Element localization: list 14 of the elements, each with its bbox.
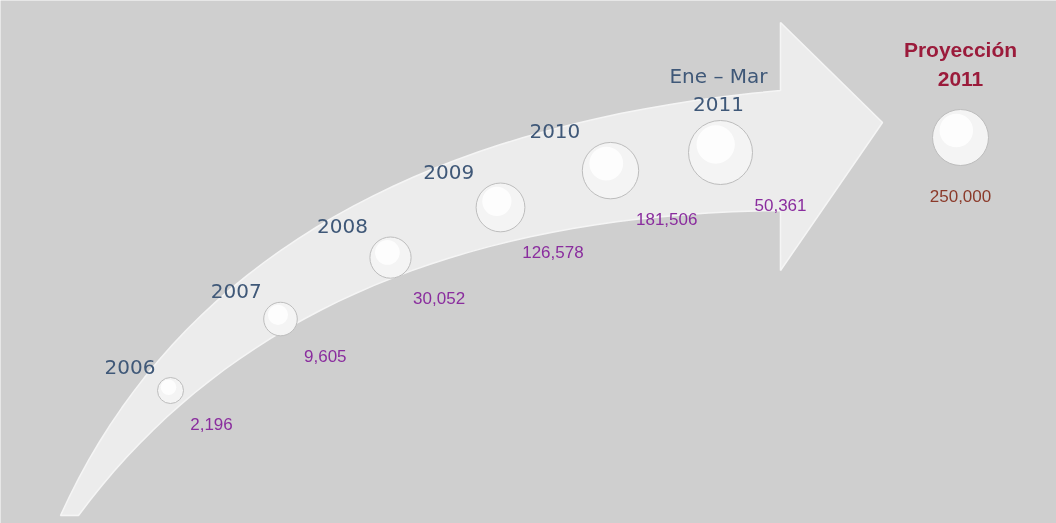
category-label: 2010: [529, 119, 581, 144]
data-label: 2,196: [190, 414, 233, 434]
category-label: 2008: [317, 214, 368, 238]
data-label: 50,361: [754, 195, 807, 215]
data-label: 9,605: [304, 346, 347, 366]
category-label: 2009: [423, 160, 475, 185]
category-label: Ene – Mar 2011: [669, 63, 769, 117]
data-label: 30,052: [413, 289, 466, 309]
category-label: 2007: [210, 279, 262, 304]
data-label: 181,506: [635, 209, 698, 229]
data-label: 250,000: [929, 186, 992, 206]
category-label: 2006: [104, 354, 156, 379]
data-label: 126,578: [522, 242, 584, 262]
category-label: Proyección 2011: [903, 37, 1018, 90]
